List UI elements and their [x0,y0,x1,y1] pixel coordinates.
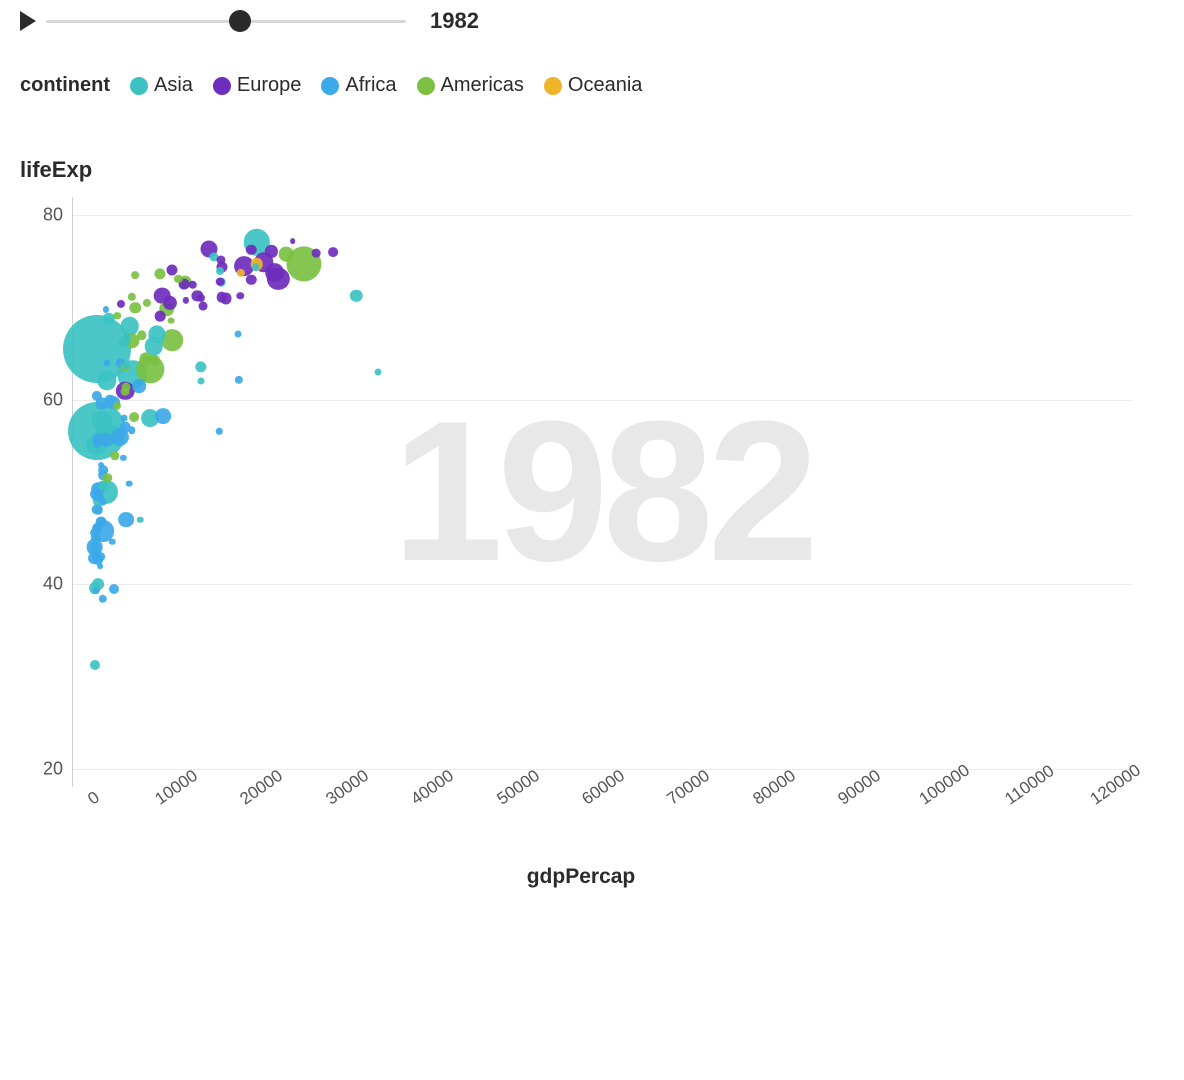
bubble-point[interactable] [94,506,103,515]
x-tick: 0 [84,788,103,810]
bubble-point[interactable] [252,263,260,271]
legend-label: Asia [154,74,193,97]
bubble-point[interactable] [110,451,119,460]
bubble-point[interactable] [93,553,102,562]
bubble-point[interactable] [109,584,119,594]
bubble-point[interactable] [128,427,135,434]
gridline [73,215,1132,216]
bubble-point[interactable] [183,297,189,303]
bubble-point[interactable] [216,292,227,303]
y-tick: 40 [43,574,73,595]
bubble-point[interactable] [98,595,106,603]
watermark-year: 1982 [392,392,813,592]
bubble-point[interactable] [265,245,277,257]
y-tick: 80 [43,205,73,226]
bubble-point[interactable] [163,296,177,310]
legend-title: continent [20,74,110,97]
legend-item-oceania[interactable]: Oceania [544,74,643,97]
gridline [73,584,1132,585]
legend-swatch [321,77,339,95]
legend-item-europe[interactable]: Europe [213,74,302,97]
bubble-point[interactable] [167,317,174,324]
bubble-point[interactable] [113,402,121,410]
bubble-point[interactable] [97,517,106,526]
bubble-point[interactable] [167,264,178,275]
y-axis-label: lifeExp [20,157,1164,183]
bubble-point[interactable] [155,311,166,322]
bubble-point[interactable] [113,312,121,320]
year-slider[interactable] [46,11,406,31]
bubble-point[interactable] [132,379,146,393]
bubble-point[interactable] [268,267,279,278]
bubble-point[interactable] [118,512,134,528]
bubble-point[interactable] [126,480,133,487]
bubble-point[interactable] [117,300,125,308]
bubble-point[interactable] [129,412,139,422]
legend-item-africa[interactable]: Africa [321,74,396,97]
bubble-point[interactable] [328,247,338,257]
bubble-point[interactable] [131,271,139,279]
legend-swatch [130,77,148,95]
legend-label: Europe [237,74,302,97]
legend-swatch [213,77,231,95]
bubble-point[interactable] [189,280,197,288]
bubble-point[interactable] [197,378,204,385]
bubble-point[interactable] [236,292,243,299]
bubble-point[interactable] [120,455,126,461]
bubble-point[interactable] [375,369,382,376]
bubble-point[interactable] [155,408,171,424]
bubble-point[interactable] [143,299,151,307]
bubble-point[interactable] [121,387,130,396]
bubble-point[interactable] [104,360,111,367]
gridline [73,769,1132,770]
legend-swatch [417,77,435,95]
bubble-point[interactable] [98,462,104,468]
legend: continent Asia Europe Africa Americas Oc… [20,74,1164,97]
slider-track [46,20,406,23]
legend-item-americas[interactable]: Americas [417,74,524,97]
bubble-point[interactable] [129,302,140,313]
legend-label: Americas [441,74,524,97]
bubble-point[interactable] [99,499,106,506]
bubble-point[interactable] [128,292,136,300]
y-tick: 20 [43,758,73,779]
bubble-point[interactable] [154,268,165,279]
bubble-point[interactable] [235,331,242,338]
bubble-point[interactable] [216,277,225,286]
slider-year-label: 1982 [430,8,479,34]
y-tick: 60 [43,389,73,410]
bubble-point[interactable] [216,267,224,275]
bubble-point[interactable] [109,539,115,545]
scatter-plot[interactable]: 1982 20406080 [72,197,1132,787]
bubble-point[interactable] [199,301,208,310]
bubble-point[interactable] [90,660,100,670]
bubble-point[interactable] [246,275,256,285]
bubble-point[interactable] [93,587,100,594]
bubble-point[interactable] [197,294,205,302]
x-axis-label: gdpPercap [32,865,1130,889]
play-button[interactable] [20,11,36,31]
bubble-point[interactable] [122,362,130,370]
legend-label: Africa [345,74,396,97]
bubble-point[interactable] [311,249,320,258]
bubble-point[interactable] [137,331,146,340]
bubble-point[interactable] [350,289,362,301]
bubble-point[interactable] [137,516,144,523]
bubble-point[interactable] [290,238,296,244]
slider-thumb[interactable] [229,10,251,32]
bubble-point[interactable] [97,563,103,569]
bubble-point[interactable] [216,428,222,434]
legend-item-asia[interactable]: Asia [130,74,193,97]
gridline [73,400,1132,401]
bubble-point[interactable] [278,247,293,262]
bubble-point[interactable] [121,415,128,422]
bubble-point[interactable] [123,333,131,341]
bubble-point[interactable] [195,361,206,372]
bubble-point[interactable] [98,371,117,390]
legend-swatch [544,77,562,95]
bubble-point[interactable] [234,375,242,383]
legend-label: Oceania [568,74,643,97]
